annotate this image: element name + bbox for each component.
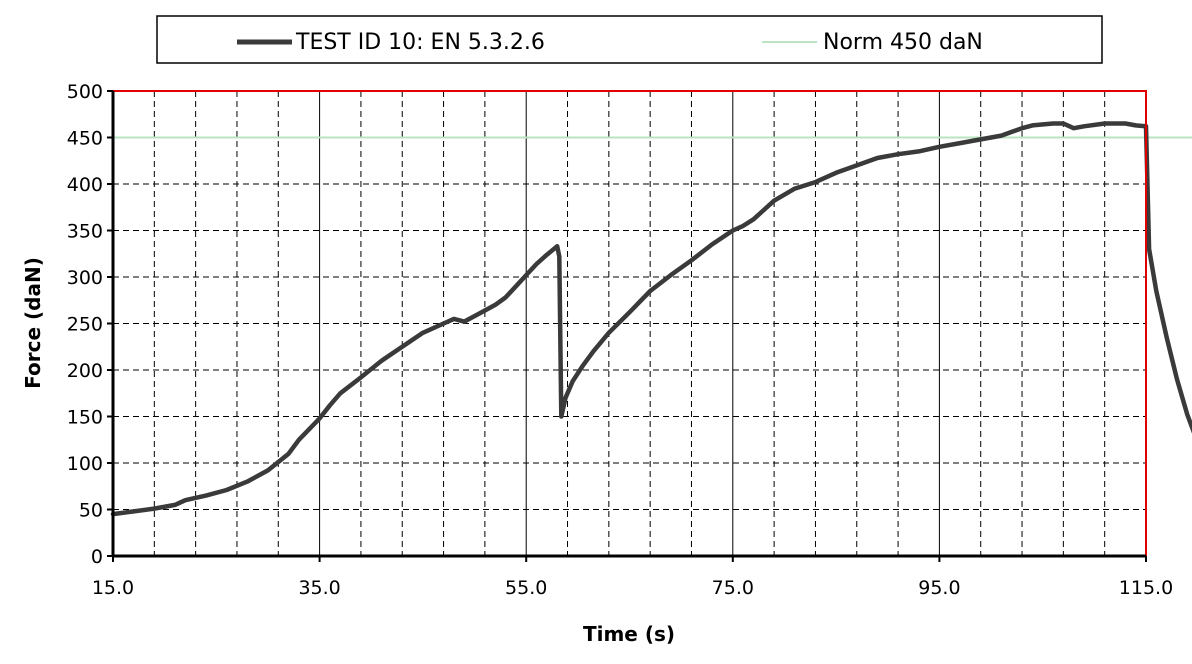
y-tick-label: 300: [67, 267, 103, 289]
tick-labels: 15.0 35.0 55.0 75.0 95.0 115.0 0 50 100 150 200 250…: [67, 81, 1173, 599]
plot-area: [110, 90, 1192, 558]
y-axis-title: Force (daN): [21, 257, 45, 389]
legend-box: [156, 15, 1103, 64]
y-tick-label: 400: [67, 174, 103, 196]
y-tick-label: 350: [67, 221, 103, 243]
y-tick-label: 100: [67, 453, 103, 475]
x-axis-title: Time (s): [583, 622, 675, 646]
y-tick-label: 250: [67, 314, 103, 336]
x-tick-label: 115.0: [1119, 577, 1173, 599]
y-tick-label: 50: [79, 500, 103, 522]
test-series-line: [110, 121, 1192, 517]
x-tick-label: 15.0: [92, 577, 134, 599]
legend-label-norm: Norm 450 daN: [823, 30, 983, 55]
legend-label-test: TEST ID 10: EN 5.3.2.6: [295, 30, 545, 55]
y-tick-label: 200: [67, 360, 103, 382]
series-layer: [110, 121, 1192, 517]
x-tick-label: 95.0: [918, 577, 960, 599]
legend: TEST ID 10: EN 5.3.2.6 Norm 450 daN: [156, 15, 1103, 64]
y-tick-label: 150: [67, 407, 103, 429]
x-tick-label: 55.0: [505, 577, 547, 599]
x-tick-label: 75.0: [712, 577, 754, 599]
grid: [113, 91, 1146, 556]
y-tick-label: 450: [67, 128, 103, 150]
y-tick-label: 0: [91, 546, 103, 568]
x-tick-label: 35.0: [298, 577, 340, 599]
y-tick-label: 500: [67, 81, 103, 103]
